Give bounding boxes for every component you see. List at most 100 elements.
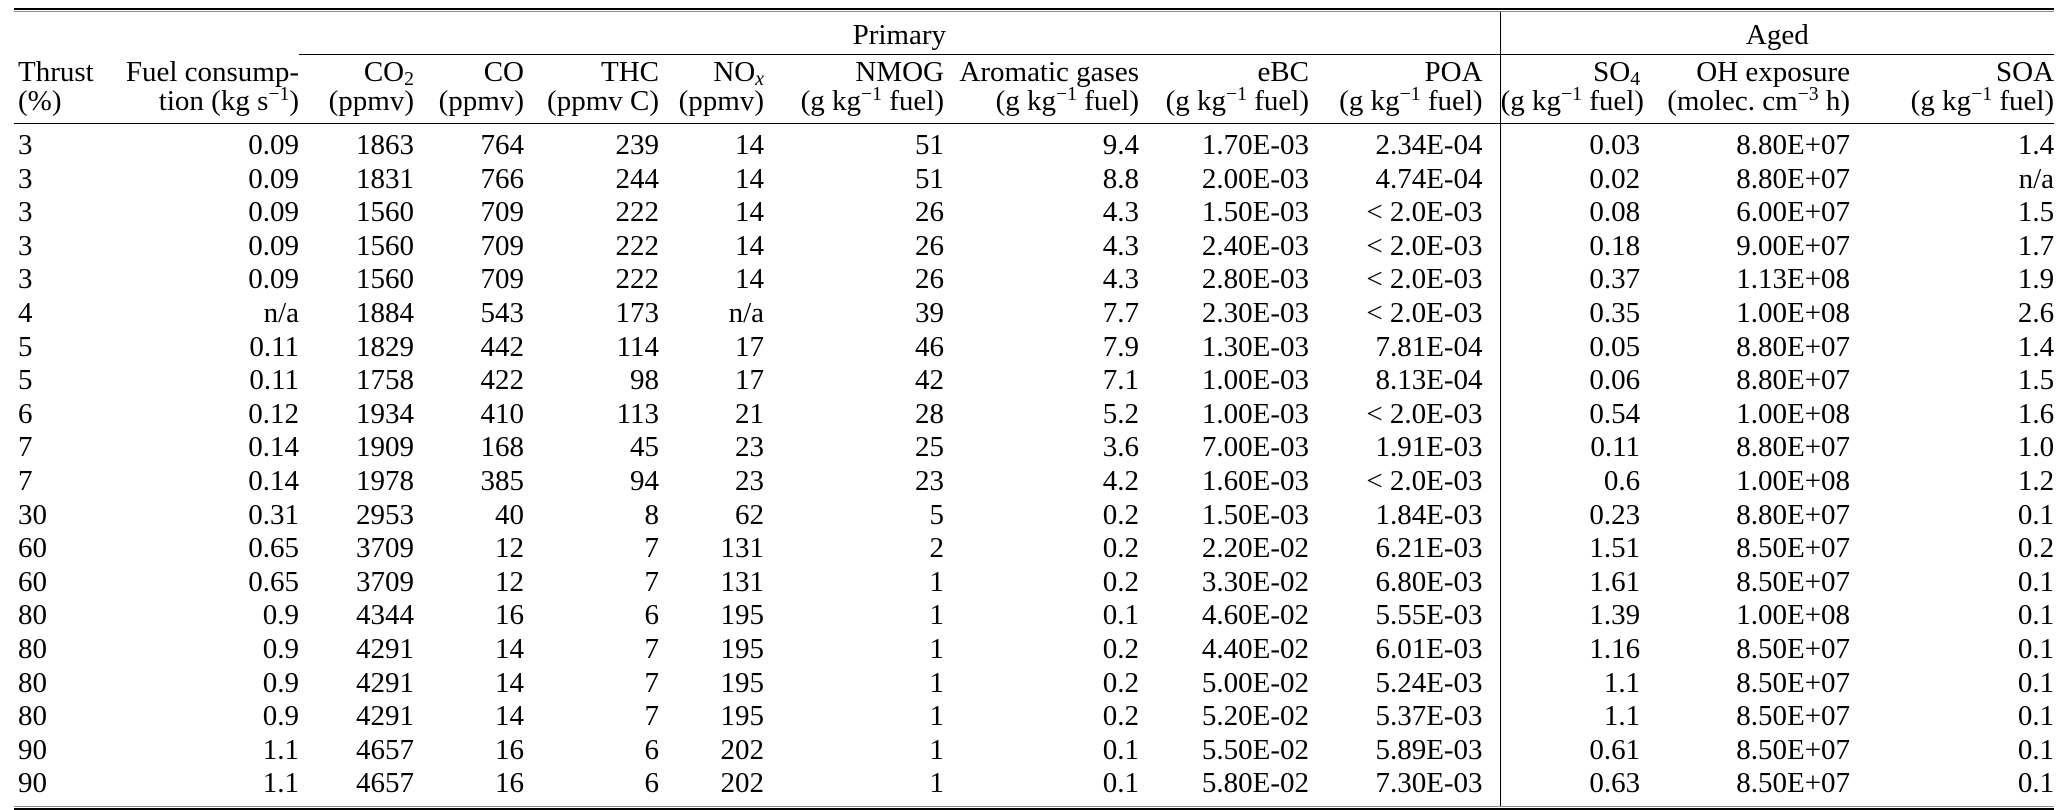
cell-nox: 23 [735, 464, 764, 497]
col-header-soa: SOA (g kg−1 fuel) [1850, 54, 2055, 124]
cell-fuel-consumption: 0.09 [248, 229, 299, 262]
cell-poa: < 2.0E-03 [1366, 263, 1483, 296]
cell-thrust: 80 [18, 599, 47, 632]
cell-co: 14 [495, 700, 524, 733]
cell-nox: 14 [735, 129, 764, 161]
col-header-ebc: eBC (g kg−1 fuel) [1139, 54, 1309, 124]
cell-soa: 1.9 [2017, 263, 2055, 296]
cell-fuel-consumption: 0.9 [262, 632, 299, 665]
cell-ebc: 1.60E-03 [1201, 464, 1309, 497]
cell-poa: < 2.0E-03 [1366, 196, 1483, 229]
cell-fuel-consumption: 0.09 [248, 129, 299, 161]
cell-aromatic-gases: 4.3 [1102, 229, 1139, 262]
cell-co2: 1863 [356, 129, 414, 161]
cell-aromatic-gases: 8.8 [1102, 162, 1139, 195]
cell-fuel-consumption: 0.65 [248, 532, 299, 565]
cell-nmog: 26 [915, 196, 944, 229]
cell-ebc: 5.00E-02 [1201, 666, 1309, 699]
group-header-row: Primary Aged [14, 12, 2055, 55]
cell-so4: 1.51 [1499, 532, 1641, 566]
cell-poa: 7.30E-03 [1375, 767, 1483, 800]
cell-thc: 114 [616, 330, 659, 363]
cell-so4: 1.61 [1499, 565, 1641, 600]
cell-aromatic-gases: 0.2 [1102, 565, 1139, 598]
cell-oh-exposure: 8.80E+07 [1736, 162, 1851, 195]
cell-thrust: 80 [18, 632, 47, 665]
cell-co: 14 [495, 632, 524, 665]
cell-so4: 0.61 [1499, 733, 1641, 768]
cell-co: 16 [495, 767, 524, 800]
cell-thc: 6 [644, 767, 660, 800]
cell-nox: 14 [735, 162, 764, 195]
cell-thc: 6 [644, 599, 660, 632]
emissions-table-container: Primary Aged Thrust (%) Fuel consump-tion … [14, 8, 2055, 810]
cell-thrust: 90 [18, 767, 47, 800]
cell-nmog: 5 [929, 498, 945, 531]
table-row: 3 0.09 1831 766 244 14 51 8.8 2.00E-03 4.74E-04 0.… [14, 162, 2055, 197]
cell-co2: 1909 [356, 431, 414, 464]
cell-soa: 1.2 [2017, 464, 2055, 497]
cell-so4: 0.08 [1499, 196, 1641, 230]
cell-nmog: 26 [915, 263, 944, 296]
cell-soa: 1.5 [2017, 196, 2055, 229]
cell-aromatic-gases: 7.1 [1102, 364, 1139, 397]
cell-oh-exposure: 8.80E+07 [1736, 364, 1851, 397]
table-row: 60 0.65 3709 12 7 131 1 0.2 3.30E-02 6.80E-03 1.61… [14, 565, 2054, 600]
cell-aromatic-gases: 7.7 [1102, 296, 1139, 329]
cell-so4: 0.11 [1499, 431, 1641, 465]
cell-poa: < 2.0E-03 [1366, 296, 1483, 329]
cell-poa: 5.37E-03 [1375, 700, 1483, 733]
cell-aromatic-gases: 0.1 [1102, 767, 1139, 800]
cell-aromatic-gases: 3.6 [1102, 431, 1139, 464]
cell-aromatic-gases: 0.1 [1102, 733, 1139, 766]
table-row: 5 0.11 1829 442 114 17 46 7.9 1.30E-03 7.81E-04 0.… [14, 330, 2054, 365]
cell-ebc: 4.60E-02 [1201, 599, 1309, 632]
cell-so4: 0.37 [1499, 263, 1641, 297]
col-header-poa: POA (g kg−1 fuel) [1309, 54, 1501, 124]
cell-thrust: 7 [18, 464, 33, 497]
cell-co2: 1829 [356, 330, 414, 363]
cell-co2: 1560 [356, 229, 414, 262]
cell-co: 709 [480, 263, 525, 296]
table-row: 80 0.9 4291 14 7 195 1 0.2 4.40E-02 6.01E-03 1.16 8… [14, 632, 2054, 667]
cell-nox: 195 [720, 666, 765, 699]
cell-aromatic-gases: 4.3 [1102, 263, 1139, 296]
cell-soa: n/a [2018, 162, 2055, 195]
cell-soa: 0.1 [2017, 599, 2055, 632]
table-row: 80 0.9 4291 14 7 195 1 0.2 5.00E-02 5.24E-03 1.1 8.… [14, 666, 2054, 701]
cell-poa: < 2.0E-03 [1366, 464, 1483, 497]
cell-nmog: 2 [929, 532, 945, 565]
cell-soa: 1.5 [2017, 364, 2055, 397]
cell-ebc: 1.00E-03 [1201, 364, 1309, 397]
cell-so4: 0.23 [1499, 498, 1641, 533]
cell-fuel-consumption: n/a [263, 296, 299, 329]
cell-aromatic-gases: 0.1 [1102, 599, 1139, 632]
cell-oh-exposure: 8.50E+07 [1736, 767, 1851, 800]
cell-co2: 4657 [356, 733, 414, 766]
cell-nox: 195 [720, 700, 765, 733]
cell-ebc: 2.40E-03 [1201, 229, 1309, 262]
emissions-table: Primary Aged Thrust (%) Fuel consump-tion … [14, 12, 2055, 806]
cell-oh-exposure: 8.50E+07 [1736, 632, 1851, 665]
cell-poa: < 2.0E-03 [1366, 397, 1483, 430]
cell-ebc: 5.80E-02 [1201, 767, 1309, 800]
cell-thc: 94 [630, 464, 659, 497]
table-row: 60 0.65 3709 12 7 131 2 0.2 2.20E-02 6.21E-03 1.51… [14, 532, 2054, 566]
cell-co2: 1831 [356, 162, 414, 195]
group-spacer [14, 12, 299, 55]
cell-aromatic-gases: 4.3 [1102, 196, 1139, 229]
cell-fuel-consumption: 0.9 [262, 666, 299, 699]
cell-nmog: 1 [929, 632, 945, 665]
cell-poa: 5.89E-03 [1375, 733, 1483, 766]
cell-oh-exposure: 8.50E+07 [1736, 733, 1851, 766]
col-header-so4: SO4 (g kg−1 fuel) [1499, 54, 1644, 124]
cell-nox: 17 [735, 330, 764, 363]
cell-co: 12 [495, 565, 524, 598]
cell-nmog: 25 [915, 431, 944, 464]
table-row: 30 0.31 2953 40 8 62 5 0.2 1.50E-03 1.84E-03 0.23 8… [14, 498, 2054, 533]
cell-nmog: 1 [929, 767, 945, 800]
cell-nox: 202 [720, 733, 765, 766]
column-header-row: Thrust (%) Fuel consump-tion (kg s−1) CO2 (p… [14, 54, 2055, 124]
cell-soa: 1.4 [2017, 129, 2055, 161]
cell-nox: 23 [735, 431, 764, 464]
